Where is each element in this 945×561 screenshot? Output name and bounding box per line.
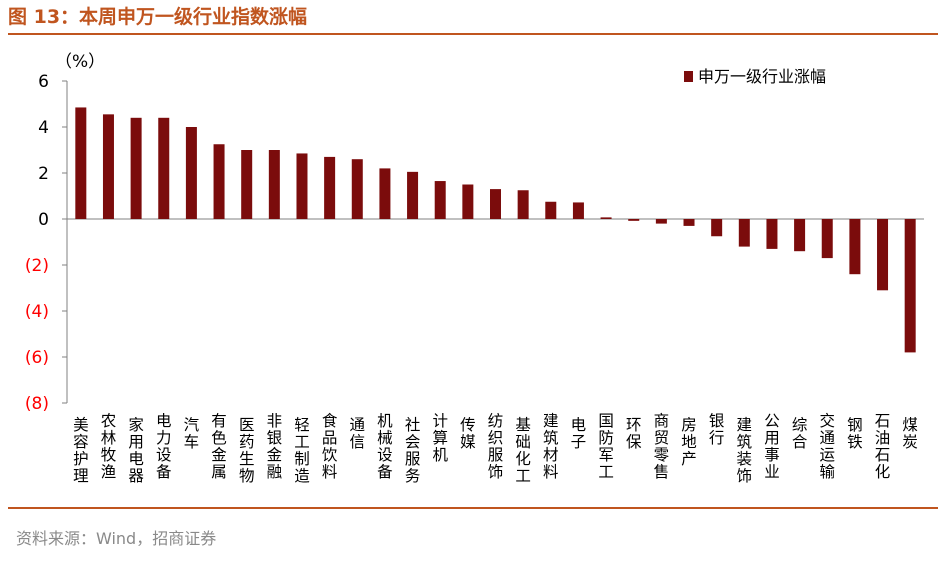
bar-12 [379,168,391,219]
bar-25 [738,219,750,247]
bar-13 [407,171,419,219]
bar-1 [75,107,87,219]
x-tick-label: 传媒 [460,416,476,451]
bar-3 [130,117,142,219]
figure-title: 图 13：本周申万一级行业指数涨幅 [8,6,308,28]
x-tick-label: 国防军工 [598,412,614,481]
x-tick-label: 公用事业 [764,412,780,481]
x-tick-label: 商贸零售 [654,412,670,481]
y-tick-label: 0 [38,210,49,230]
bar-9 [296,153,308,219]
bar-11 [351,159,363,219]
x-tick-label: 房地产 [681,416,697,468]
x-tick-label: 有色金属 [211,412,227,481]
bar-30 [877,219,889,291]
x-tick-label: 建筑材料 [543,412,559,481]
x-tick-label: 建筑装饰 [737,416,753,485]
bar-22 [655,219,667,224]
bar-18 [545,201,557,219]
bar-27 [794,219,806,252]
bar-2 [102,114,114,219]
legend-swatch [684,71,693,82]
x-tick-label: 电力设备 [156,412,172,481]
x-tick-label: 计算机 [432,412,448,464]
x-tick-label: 煤炭 [902,416,918,451]
x-tick-label: 综合 [792,416,808,451]
x-tick-label: 石油石化 [875,412,891,481]
bar-19 [572,202,584,219]
x-tick-label: 农林牧渔 [101,412,117,481]
bar-26 [766,219,778,249]
x-tick-label: 基础化工 [515,416,531,485]
y-tick-label: (6) [25,348,49,368]
x-tick-label: 家用电器 [128,416,144,485]
x-tick-label: 机械设备 [377,412,393,481]
bar-28 [821,219,833,259]
y-axis-label: （%） [55,52,105,72]
y-tick-label: (8) [25,394,49,414]
x-tick-label: 电子 [571,416,587,451]
bar-10 [324,156,336,219]
bar-15 [462,184,474,219]
y-tick-label: (2) [25,256,49,276]
x-tick-label: 汽车 [184,416,200,451]
bar-29 [849,219,861,275]
x-tick-label: 社会服务 [405,416,421,485]
bar-16 [490,189,501,219]
bar-23 [683,219,695,226]
x-tick-label: 医药生物 [239,416,255,485]
y-tick-label: 4 [38,118,49,138]
bar-24 [711,219,723,237]
source-divider [8,507,938,509]
bar-31 [904,219,916,353]
bar-17 [517,190,529,219]
bar-chart: 6 4 2 0 (2) (4) (6) (8) 美容护理农林牧渔家用电器电力设备汽车有色金属医… [25,52,924,485]
bar-20 [600,217,612,219]
x-tick-label: 银行 [709,412,725,447]
x-tick-label: 交通运输 [819,412,835,481]
x-tick-label: 美容护理 [73,416,89,485]
y-tick-label: 2 [38,164,49,184]
y-tick-label: 6 [38,72,49,92]
x-tick-label: 轻工制造 [294,416,310,485]
bar-7 [241,150,253,219]
x-tick-label: 通信 [350,416,366,451]
y-tick-label: (4) [25,302,49,322]
bar-5 [185,127,197,219]
x-tick-label: 钢铁 [847,416,863,451]
bar-4 [158,117,170,219]
x-tick-label: 食品饮料 [322,412,338,481]
legend-label: 申万一级行业涨幅 [698,67,826,86]
bar-14 [434,181,446,219]
bar-8 [268,150,280,219]
x-tick-label: 纺织服饰 [488,412,504,481]
title-divider [8,33,938,35]
x-tick-label: 环保 [626,416,642,451]
source-note: 资料来源：Wind，招商证券 [16,529,217,548]
bar-21 [628,219,640,221]
legend: 申万一级行业涨幅 [684,67,826,86]
x-tick-label: 非银金融 [267,412,283,481]
bar-6 [213,144,225,219]
